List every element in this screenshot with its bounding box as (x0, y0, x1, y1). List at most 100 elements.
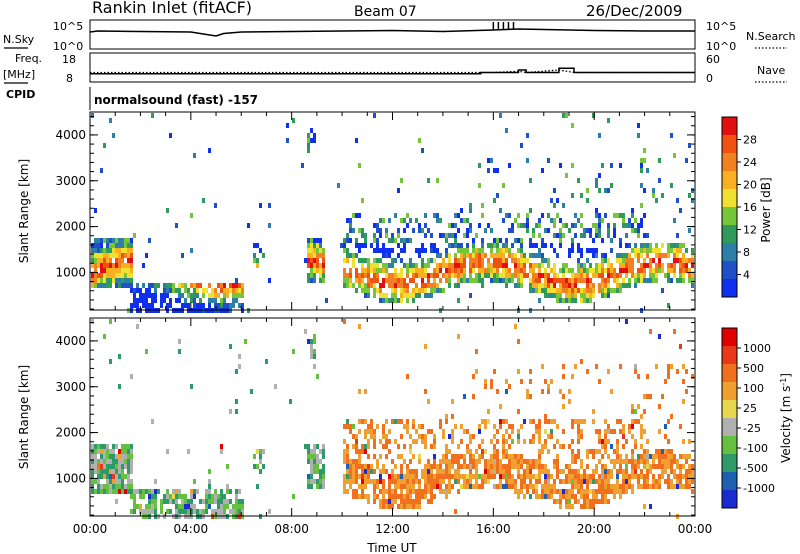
power-cell (556, 198, 559, 203)
velocity-cell (124, 444, 127, 449)
velocity-cell (385, 419, 388, 424)
velocity-cell (664, 449, 667, 454)
velocity-cell (622, 489, 625, 494)
velocity-cell (355, 434, 358, 439)
power-cell (448, 263, 451, 268)
power-cell (133, 233, 136, 238)
power-cell (682, 253, 685, 258)
power-cell (367, 293, 370, 298)
ytick-label: 2000 (55, 426, 86, 440)
velocity-cell (523, 484, 526, 489)
velocity-cell (439, 489, 442, 494)
velocity-cell (601, 464, 604, 469)
power-cell (457, 268, 460, 273)
power-cell (349, 283, 352, 288)
velocity-cell (406, 494, 409, 499)
power-cell (232, 283, 235, 288)
power-cell (457, 258, 460, 263)
power-cell (538, 298, 541, 303)
velocity-cell (421, 469, 424, 474)
velocity-cell (493, 459, 496, 464)
power-cell (391, 293, 394, 298)
velocity-cell (373, 494, 376, 499)
velocity-cell (121, 459, 124, 464)
power-cell (673, 258, 676, 263)
velocity-cell (124, 484, 127, 489)
power-cell (433, 278, 436, 283)
velocity-cell (322, 474, 325, 479)
power-cell (391, 248, 394, 253)
power-cell (502, 268, 505, 273)
power-cell (499, 263, 502, 268)
power-cell (667, 263, 670, 268)
power-cell (607, 233, 610, 238)
velocity-cell (292, 349, 295, 354)
velocity-cell (208, 484, 211, 489)
velocity-cell (616, 454, 619, 459)
power-cell (391, 298, 394, 303)
velocity-cell (484, 424, 487, 429)
power-cell (649, 268, 652, 273)
velocity-cell (391, 459, 394, 464)
velocity-cell (250, 389, 253, 394)
power-cell (313, 133, 316, 138)
power-cell (631, 268, 634, 273)
power-cell (601, 273, 604, 278)
power-cell (568, 268, 571, 273)
power-cell (109, 253, 112, 258)
power-cell (460, 243, 463, 248)
velocity-cell (481, 479, 484, 484)
power-cell (442, 263, 445, 268)
ytick-label: 2000 (55, 220, 86, 234)
velocity-cell (427, 469, 430, 474)
velocity-cell (343, 484, 346, 489)
power-cell (658, 248, 661, 253)
velocity-cell (346, 459, 349, 464)
power-cell (505, 238, 508, 243)
velocity-cell (406, 504, 409, 509)
power-cell (121, 253, 124, 258)
power-cell (457, 248, 460, 253)
power-cell (469, 258, 472, 263)
velocity-cell (187, 509, 190, 514)
velocity-cell (505, 469, 508, 474)
xtick-label: 20:00 (577, 522, 612, 536)
velocity-cell (607, 424, 610, 429)
velocity-cell (424, 484, 427, 489)
power-cell (544, 258, 547, 263)
velocity-cell (118, 384, 121, 389)
power-cell (643, 248, 646, 253)
velocity-cell (547, 434, 550, 439)
velocity-cell (649, 454, 652, 459)
velocity-cell (253, 464, 256, 469)
velocity-cell (91, 454, 94, 459)
velocity-cell (226, 464, 229, 469)
power-cell (589, 293, 592, 298)
velocity-cell (658, 429, 661, 434)
velocity-cell (625, 489, 628, 494)
velocity-cell (595, 469, 598, 474)
velocity-cell (592, 419, 595, 424)
power-cell (145, 303, 148, 308)
power-cell (424, 268, 427, 273)
velocity-cell (604, 439, 607, 444)
power-cell (460, 258, 463, 263)
velocity-cell (556, 469, 559, 474)
power-cell (481, 263, 484, 268)
velocity-cell (616, 479, 619, 484)
power-cell (466, 248, 469, 253)
velocity-cell (364, 449, 367, 454)
power-cell (658, 158, 661, 163)
velocity-cell (121, 454, 124, 459)
power-cell (655, 263, 658, 268)
velocity-cell (433, 439, 436, 444)
velocity-cell (523, 439, 526, 444)
power-cell (352, 263, 355, 268)
velocity-cell (667, 464, 670, 469)
velocity-cell (499, 469, 502, 474)
velocity-cell (118, 459, 121, 464)
power-cell (343, 248, 346, 253)
power-cell (631, 228, 634, 233)
velocity-cell (631, 409, 634, 414)
power-cell (130, 253, 133, 258)
